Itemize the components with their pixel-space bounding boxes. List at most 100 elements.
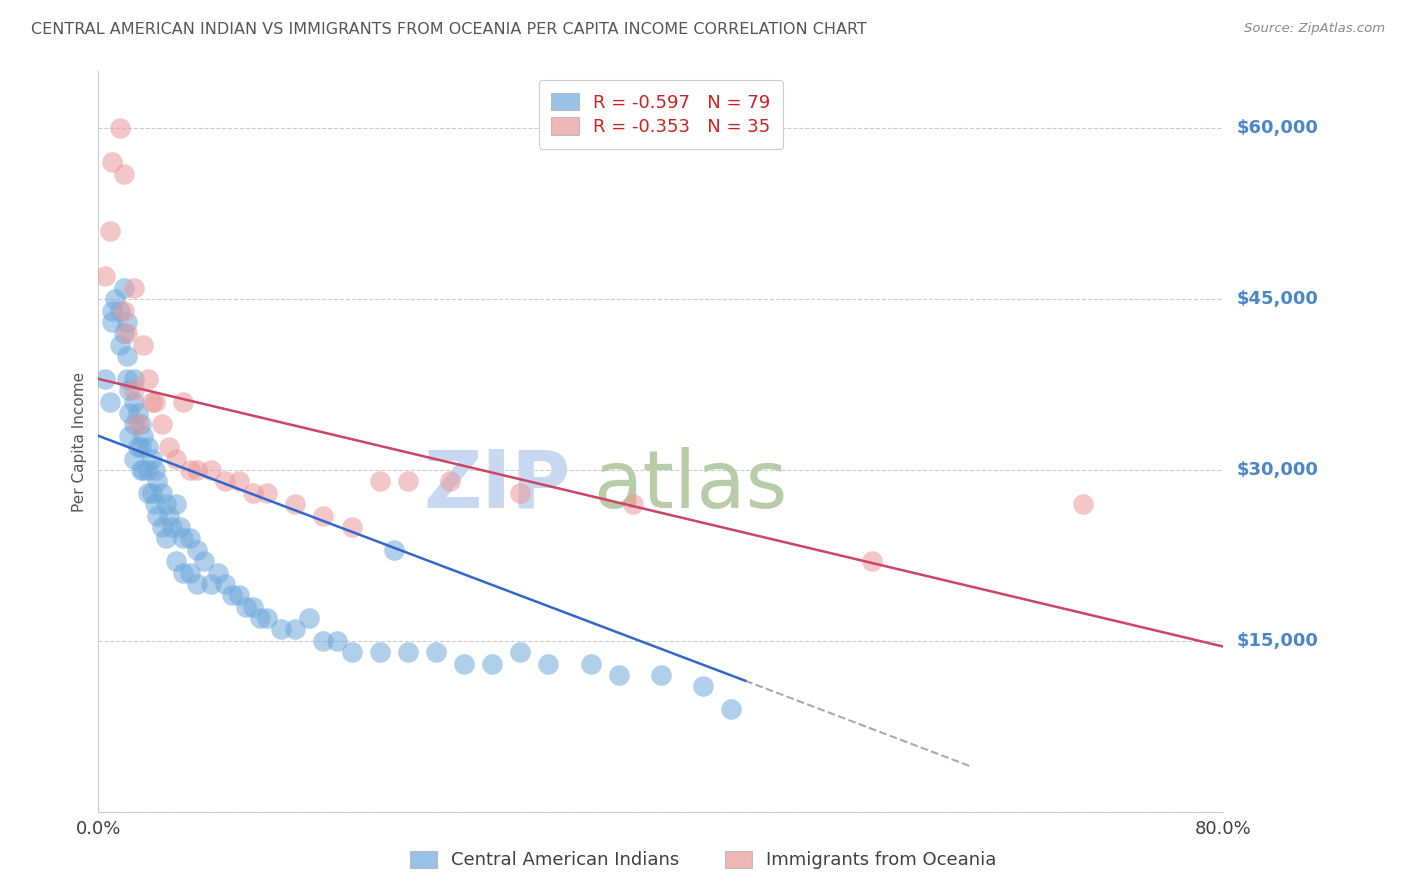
Point xyxy=(108,121,131,136)
Point xyxy=(150,485,173,500)
Point xyxy=(270,623,292,637)
Point xyxy=(141,394,163,409)
Point xyxy=(242,599,264,614)
Point xyxy=(115,315,138,329)
Point xyxy=(94,269,117,284)
Point xyxy=(141,451,163,466)
Point xyxy=(136,485,159,500)
Point xyxy=(118,429,141,443)
Point xyxy=(228,588,250,602)
Point xyxy=(132,463,155,477)
Point xyxy=(108,337,131,351)
Point xyxy=(621,497,644,511)
Point xyxy=(112,281,135,295)
Point xyxy=(249,611,271,625)
Point xyxy=(509,485,531,500)
Point xyxy=(112,167,135,181)
Point xyxy=(396,645,419,659)
Point xyxy=(221,588,243,602)
Point xyxy=(193,554,215,568)
Point xyxy=(132,337,155,351)
Point xyxy=(235,599,257,614)
Point xyxy=(122,394,145,409)
Point xyxy=(439,475,461,489)
Point xyxy=(129,463,152,477)
Point xyxy=(340,645,363,659)
Point xyxy=(607,668,630,682)
Point xyxy=(143,463,166,477)
Legend: R = -0.597   N = 79, R = -0.353   N = 35: R = -0.597 N = 79, R = -0.353 N = 35 xyxy=(538,80,783,149)
Text: $45,000: $45,000 xyxy=(1237,290,1319,308)
Point xyxy=(579,657,602,671)
Point xyxy=(122,281,145,295)
Point xyxy=(284,623,307,637)
Point xyxy=(127,406,149,420)
Point xyxy=(650,668,672,682)
Point xyxy=(155,532,177,546)
Point xyxy=(98,394,121,409)
Point xyxy=(326,633,349,648)
Point xyxy=(150,520,173,534)
Text: CENTRAL AMERICAN INDIAN VS IMMIGRANTS FROM OCEANIA PER CAPITA INCOME CORRELATION: CENTRAL AMERICAN INDIAN VS IMMIGRANTS FR… xyxy=(31,22,868,37)
Point xyxy=(179,532,201,546)
Point xyxy=(1071,497,1094,511)
Point xyxy=(396,475,419,489)
Point xyxy=(425,645,447,659)
Point xyxy=(340,520,363,534)
Point xyxy=(118,384,141,398)
Point xyxy=(98,224,121,238)
Point xyxy=(132,429,155,443)
Point xyxy=(136,463,159,477)
Point xyxy=(179,463,201,477)
Point xyxy=(150,417,173,432)
Point xyxy=(720,702,742,716)
Point xyxy=(141,485,163,500)
Point xyxy=(172,566,194,580)
Point xyxy=(242,485,264,500)
Point xyxy=(481,657,503,671)
Point xyxy=(453,657,475,671)
Point xyxy=(101,303,124,318)
Point xyxy=(312,508,335,523)
Point xyxy=(101,155,124,169)
Text: $60,000: $60,000 xyxy=(1237,120,1319,137)
Point xyxy=(165,554,187,568)
Point xyxy=(186,577,208,591)
Point xyxy=(284,497,307,511)
Point xyxy=(186,542,208,557)
Point xyxy=(122,417,145,432)
Text: ZIP: ZIP xyxy=(423,447,571,525)
Point xyxy=(112,326,135,341)
Point xyxy=(118,406,141,420)
Text: $15,000: $15,000 xyxy=(1237,632,1319,650)
Point xyxy=(169,520,191,534)
Text: $30,000: $30,000 xyxy=(1237,461,1319,479)
Text: Source: ZipAtlas.com: Source: ZipAtlas.com xyxy=(1244,22,1385,36)
Point xyxy=(104,292,127,306)
Point xyxy=(692,680,714,694)
Point xyxy=(129,440,152,454)
Point xyxy=(172,532,194,546)
Point xyxy=(122,451,145,466)
Point xyxy=(115,326,138,341)
Point xyxy=(537,657,560,671)
Point xyxy=(860,554,883,568)
Point xyxy=(214,577,236,591)
Point xyxy=(157,508,180,523)
Point xyxy=(256,611,278,625)
Text: atlas: atlas xyxy=(593,447,787,525)
Point xyxy=(228,475,250,489)
Point xyxy=(143,394,166,409)
Point xyxy=(172,394,194,409)
Point xyxy=(101,315,124,329)
Point xyxy=(368,475,391,489)
Point xyxy=(214,475,236,489)
Point xyxy=(207,566,229,580)
Point xyxy=(108,303,131,318)
Point xyxy=(165,497,187,511)
Point xyxy=(143,497,166,511)
Point xyxy=(200,463,222,477)
Point xyxy=(127,440,149,454)
Point xyxy=(122,372,145,386)
Point xyxy=(312,633,335,648)
